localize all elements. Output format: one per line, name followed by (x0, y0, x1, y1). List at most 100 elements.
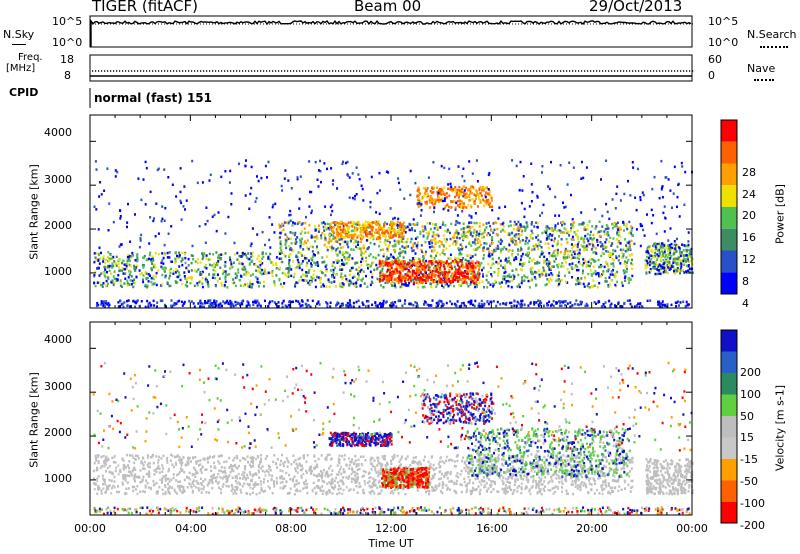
power-data-cell (387, 279, 390, 282)
power-data-cell (622, 269, 625, 272)
power-data-cell (145, 272, 148, 275)
velocity-data-cell (107, 487, 110, 491)
power-data-cell (152, 299, 155, 303)
power-data-cell (278, 223, 281, 226)
power-data-cell (552, 255, 555, 258)
power-data-cell (133, 267, 136, 270)
power-data-cell (152, 219, 155, 223)
power-data-cell (392, 269, 395, 273)
power-data-cell (196, 181, 199, 185)
power-data-cell (521, 279, 524, 283)
power-data-cell (113, 260, 116, 263)
power-data-cell (660, 159, 663, 163)
power-data-cell (341, 268, 344, 271)
power-data-cell (366, 236, 369, 239)
power-data-cell (323, 162, 326, 165)
power-data-cell (287, 237, 290, 241)
power-data-cell (430, 256, 433, 259)
velocity-data-cell (122, 468, 125, 471)
power-data-cell (116, 278, 119, 281)
power-data-cell (478, 305, 481, 308)
power-data-cell (465, 265, 468, 268)
power-data-cell (665, 259, 668, 263)
power-data-cell (401, 268, 403, 271)
power-data-cell (379, 234, 381, 237)
power-data-cell (218, 277, 221, 280)
power-data-cell (533, 225, 536, 228)
power-data-cell (216, 280, 219, 283)
power-data-cell (132, 285, 135, 289)
power-data-cell (681, 165, 684, 168)
power-data-cell (606, 232, 609, 235)
power-data-cell (660, 248, 663, 251)
velocity-data-cell (105, 455, 108, 459)
power-data-cell (402, 231, 405, 234)
power-data-cell (260, 272, 263, 276)
power-data-cell (374, 301, 377, 304)
power-data-cell (264, 164, 267, 168)
power-data-cell (319, 269, 322, 273)
power-data-cell (678, 264, 681, 267)
power-data-cell (353, 197, 356, 201)
power-data-cell (663, 246, 666, 249)
power-data-cell (196, 261, 199, 265)
power-data-cell (444, 192, 447, 196)
power-data-cell (590, 273, 593, 276)
power-data-cell (208, 179, 211, 182)
power-data-cell (680, 265, 683, 268)
power-data-cell (287, 221, 290, 225)
power-data-cell (411, 257, 414, 260)
power-data-cell (424, 279, 427, 282)
power-data-cell (500, 238, 502, 242)
power-data-cell (151, 283, 154, 286)
power-data-cell (485, 226, 488, 229)
power-data-cell (431, 281, 434, 285)
power-data-cell (650, 221, 653, 225)
power-data-cell (405, 263, 408, 266)
power-data-cell (647, 247, 650, 251)
power-data-cell (290, 274, 293, 278)
power-data-cell (104, 258, 107, 261)
power-data-cell (442, 261, 445, 264)
power-data-cell (598, 234, 601, 238)
power-data-cell (533, 301, 536, 304)
power-data-cell (367, 300, 370, 303)
power-data-cell (371, 276, 374, 279)
power-data-cell (330, 225, 333, 229)
power-data-cell (576, 245, 579, 249)
power-data-cell (352, 266, 354, 270)
power-data-cell (462, 206, 464, 209)
power-data-cell (616, 226, 619, 229)
power-data-cell (670, 265, 673, 268)
power-data-cell (451, 267, 453, 270)
power-data-cell (135, 275, 138, 279)
power-data-cell (327, 227, 330, 230)
power-data-cell (214, 276, 217, 280)
power-data-cell (139, 237, 142, 240)
power-data-cell (628, 281, 630, 285)
power-data-cell (452, 236, 455, 240)
power-data-cell (470, 272, 473, 275)
power-data-cell (316, 178, 319, 181)
power-data-cell (252, 303, 255, 307)
power-data-cell (407, 274, 410, 277)
power-data-cell (505, 247, 508, 251)
power-data-cell (215, 229, 218, 233)
power-data-cell (294, 285, 297, 288)
power-data-cell (397, 177, 400, 180)
power-data-cell (539, 240, 542, 243)
power-data-cell (687, 264, 690, 267)
power-data-cell (167, 176, 170, 179)
power-data-cell (309, 245, 312, 248)
power-data-cell (562, 201, 564, 204)
power-data-cell (507, 284, 510, 288)
power-data-cell (427, 265, 430, 269)
power-data-cell (468, 242, 471, 245)
power-data-cell (161, 205, 164, 208)
power-data-cell (517, 253, 520, 256)
power-data-cell (406, 237, 409, 241)
power-data-cell (330, 222, 333, 225)
power-data-cell (489, 283, 492, 286)
power-data-cell (184, 277, 187, 280)
power-data-cell (662, 211, 665, 215)
